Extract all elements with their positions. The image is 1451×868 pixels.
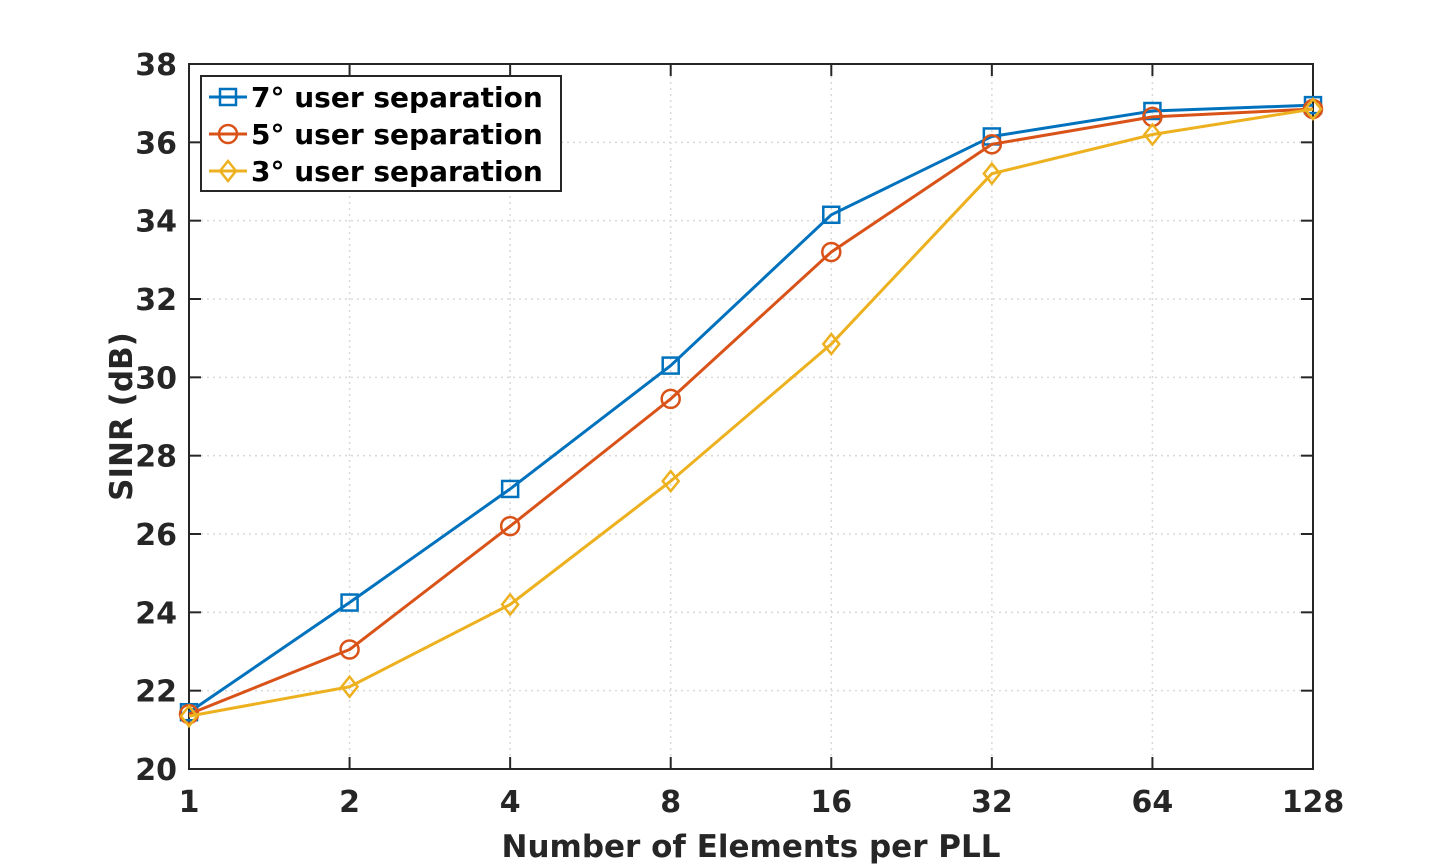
data-point-marker: [500, 479, 520, 499]
data-point-marker: [660, 388, 681, 410]
data-point-marker: [821, 332, 841, 357]
y-tick-label: 24: [135, 596, 177, 631]
legend-box: [200, 75, 562, 192]
legend-label: 3° user separation: [251, 155, 543, 188]
legend-marker: [218, 87, 238, 107]
y-tick-label: 36: [135, 126, 177, 161]
series-2: [178, 98, 1324, 725]
y-tick-label: 20: [135, 753, 177, 788]
legend-label: 7° user separation: [251, 81, 543, 114]
plot-area-frame: [188, 63, 1314, 770]
x-tick-label: 32: [971, 785, 1013, 820]
y-tick-label: 30: [135, 361, 177, 396]
y-tick-label: 34: [135, 205, 177, 240]
x-tick-label: 2: [339, 785, 360, 820]
legend-item: 3° user separation: [209, 155, 543, 188]
data-point-marker: [499, 515, 521, 537]
legend-marker: [217, 123, 239, 145]
x-axis-title: Number of Elements per PLL: [502, 829, 1001, 865]
y-tick-label: 28: [135, 440, 177, 475]
x-tick-label: 8: [660, 785, 681, 820]
data-point-marker: [821, 241, 842, 263]
y-tick-label: 38: [135, 48, 177, 83]
series-3: [179, 97, 1323, 729]
x-tick-label: 1: [179, 785, 200, 820]
x-tick-label: 128: [1282, 785, 1345, 820]
series-line: [188, 103, 1314, 714]
data-point-marker: [340, 593, 359, 612]
series-line: [188, 107, 1314, 718]
data-point-marker: [822, 205, 841, 225]
x-tick-label: 16: [810, 785, 852, 820]
data-point-marker: [339, 639, 360, 660]
legend-marker: [218, 158, 238, 184]
legend-label: 5° user separation: [251, 118, 543, 151]
data-point-marker: [1142, 122, 1163, 147]
y-tick-label: 22: [135, 675, 177, 710]
data-point-marker: [500, 592, 520, 617]
x-tick-label: 4: [500, 785, 521, 820]
data-point-marker: [179, 704, 199, 729]
data-series: [178, 95, 1324, 729]
y-tick-label: 26: [135, 518, 177, 553]
grid-lines: [189, 64, 1313, 769]
data-point-marker: [339, 674, 360, 699]
data-point-marker: [661, 469, 681, 494]
legend: 7° user separation 5° user separation 3° u…: [200, 75, 562, 192]
y-tick-label: 32: [135, 283, 177, 318]
data-point-marker: [1303, 97, 1323, 122]
series-line: [188, 107, 1314, 716]
data-point-marker: [661, 356, 680, 375]
x-tick-label: 64: [1132, 785, 1174, 820]
legend-item: 7° user separation: [209, 81, 543, 114]
y-axis-title: SINR (dB): [104, 332, 140, 501]
legend-item: 5° user separation: [209, 118, 543, 151]
data-point-marker: [981, 134, 1003, 155]
data-point-marker: [982, 161, 1002, 186]
